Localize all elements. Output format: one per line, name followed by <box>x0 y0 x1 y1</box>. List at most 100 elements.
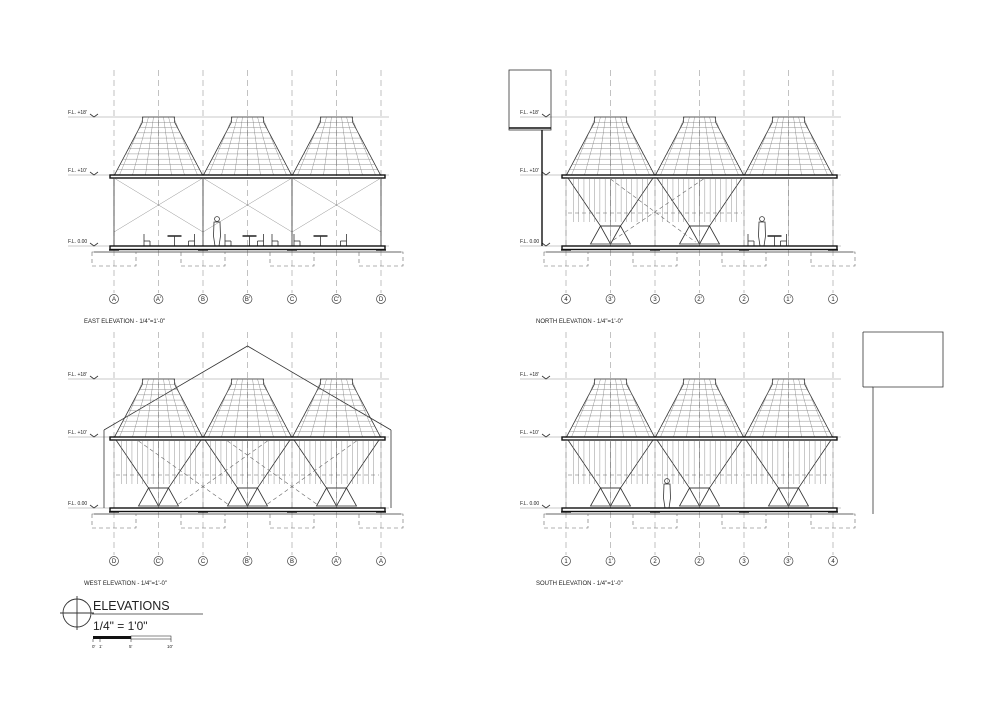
footing <box>180 251 226 267</box>
footing <box>632 251 678 267</box>
footing <box>358 251 404 267</box>
grid-label: 3 <box>742 559 746 565</box>
chair-icon <box>747 234 755 246</box>
legend-scale: 1/4" = 1'0" <box>93 619 148 633</box>
north-elevation: F.L. +18' F.L. +10' F.L. 0.00 4 3' 3 2' 2 1' 1 NOR… <box>508 69 856 325</box>
floor-slab <box>561 245 838 251</box>
grid-bubble <box>783 294 794 304</box>
adjacent-building <box>508 69 552 131</box>
footing <box>810 251 856 267</box>
grid-bubble <box>605 294 616 304</box>
grid-bubble <box>739 556 749 566</box>
level-label: F.L. +18' <box>68 372 87 378</box>
adjacent-building <box>863 331 944 514</box>
conical-roof <box>654 378 745 438</box>
conical-roof <box>743 116 834 176</box>
level-marker-icon <box>541 504 551 509</box>
grid-label: 3' <box>786 559 790 565</box>
grid-label: C <box>290 297 295 303</box>
level-label: F.L. +10' <box>520 168 539 174</box>
floor-slab <box>561 507 838 513</box>
grid-label: A <box>379 559 383 565</box>
grid-bubble <box>376 556 386 566</box>
level-marker-icon <box>89 113 99 118</box>
grid-bubble <box>242 556 253 566</box>
south-elevation: F.L. +18' F.L. +10' F.L. 0.00 1 1' 2 2' 3 3' 4 SOU… <box>520 331 944 587</box>
grid-bubble <box>694 294 705 304</box>
chair-icon <box>224 234 232 246</box>
grid-bubble <box>376 294 386 304</box>
grid-label: D <box>112 559 117 565</box>
grid-label: 1' <box>786 297 790 303</box>
grid-bubble <box>828 556 838 566</box>
cafe-table-icon <box>313 235 328 247</box>
level-marker-icon <box>541 171 551 176</box>
grid-label: A <box>112 297 116 303</box>
grid-bubble <box>561 556 571 566</box>
scale-tick-label: 1' <box>99 644 103 649</box>
grid-label: 1' <box>608 559 612 565</box>
ring-beam <box>561 174 838 179</box>
grid-bubble <box>109 294 119 304</box>
grid-label: 2 <box>742 297 746 303</box>
level-marker-icon <box>89 171 99 176</box>
level-marker-icon <box>541 113 551 118</box>
level-label: F.L. +10' <box>68 430 87 436</box>
ring-beam <box>561 436 838 441</box>
gable-roof-outline <box>103 345 392 431</box>
west-elevation: F.L. +18' F.L. +10' F.L. 0.00 D C' C B' B A' A WES… <box>68 332 404 587</box>
legend-title: ELEVATIONS <box>93 599 170 613</box>
footing <box>269 513 315 529</box>
cafe-table-icon <box>167 235 182 247</box>
conical-roof <box>654 116 745 176</box>
grid-label: 1 <box>831 297 835 303</box>
human-figure-icon <box>758 216 766 247</box>
footing <box>91 251 137 267</box>
grid-label: A' <box>156 297 161 303</box>
footing <box>721 513 767 529</box>
grid-label: D <box>379 297 384 303</box>
floor-slab <box>109 245 386 251</box>
grid-label: A' <box>334 559 339 565</box>
level-label: F.L. +10' <box>68 168 87 174</box>
grid-label: 4 <box>831 559 835 565</box>
scale-tick-label: 10' <box>167 644 173 649</box>
grid-bubble <box>331 294 342 304</box>
cafe-table-icon <box>242 235 257 247</box>
grid-bubble <box>561 294 571 304</box>
scale-tick-label: 0' <box>92 644 96 649</box>
grid-label: B <box>290 559 294 565</box>
grid-label: 3 <box>653 297 657 303</box>
elevation-title: WEST ELEVATION - 1/4"=1'-0" <box>84 581 167 587</box>
level-marker-icon <box>89 242 99 247</box>
level-label: F.L. 0.00 <box>520 239 539 245</box>
grid-bubble <box>198 294 208 304</box>
grid-bubble <box>153 556 164 566</box>
grid-bubble <box>694 556 705 566</box>
grid-bubble <box>783 556 794 566</box>
footing <box>810 513 856 529</box>
footing <box>180 513 226 529</box>
chair-icon <box>257 234 264 246</box>
grid-label: 2' <box>697 297 701 303</box>
grid-bubble <box>650 294 660 304</box>
conical-roof <box>202 378 293 438</box>
footing <box>91 513 137 529</box>
conical-roof <box>291 378 382 438</box>
grid-label: B' <box>245 559 250 565</box>
grid-label: C' <box>156 559 161 565</box>
grid-label: B <box>201 297 205 303</box>
level-label: F.L. +18' <box>520 372 539 378</box>
ring-beam <box>109 174 386 179</box>
chair-icon <box>293 234 301 246</box>
elevation-title: NORTH ELEVATION - 1/4"=1'-0" <box>536 319 623 325</box>
elevation-title: SOUTH ELEVATION - 1/4"=1'-0" <box>536 581 623 587</box>
grid-label: 2' <box>697 559 701 565</box>
conical-roof <box>743 378 834 438</box>
grid-label: C' <box>334 297 339 303</box>
human-figure-icon <box>213 216 221 247</box>
grid-bubble <box>331 556 342 566</box>
floor-slab <box>109 507 386 513</box>
level-label: F.L. 0.00 <box>68 239 87 245</box>
